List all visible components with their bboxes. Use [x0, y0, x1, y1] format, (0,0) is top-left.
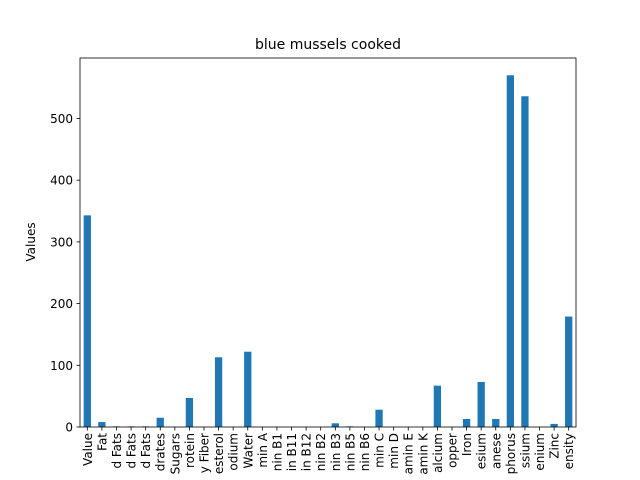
- x-tick-label: Water: [241, 433, 255, 469]
- bar: [331, 423, 339, 427]
- x-tick-label: nin B1: [270, 433, 284, 471]
- bar: [521, 96, 529, 427]
- x-tick-label: nin B6: [358, 433, 372, 471]
- x-tick-label: ensity: [562, 433, 576, 469]
- x-axis-ticks: Value Fat d Fats d Fats d Fats drates Sugars ro…: [81, 427, 576, 475]
- bar: [244, 351, 252, 427]
- x-tick-label: phorus: [504, 433, 518, 474]
- x-tick-label: nin B3: [329, 433, 343, 471]
- x-tick-label: nin B5: [343, 433, 357, 471]
- bar-series: [83, 75, 573, 427]
- x-tick-label: odium: [227, 433, 241, 471]
- bar: [565, 316, 573, 427]
- y-tick-label: 0: [65, 421, 73, 435]
- y-axis-ticks: 0 100 200 300 400 500: [50, 112, 80, 435]
- bar: [477, 381, 485, 427]
- x-tick-label: amin E: [402, 433, 416, 474]
- x-tick-label: opper: [446, 433, 460, 468]
- x-tick-label: esium: [475, 433, 489, 469]
- x-tick-label: esterol: [212, 433, 226, 474]
- x-tick-label: min C: [373, 433, 387, 468]
- x-tick-label: Fat: [95, 433, 109, 451]
- x-tick-label: nin B2: [314, 433, 328, 471]
- chart-title: blue mussels cooked: [255, 37, 401, 53]
- bar: [156, 417, 164, 427]
- y-tick-label: 500: [50, 112, 73, 126]
- x-tick-label: in B11: [285, 433, 299, 471]
- x-tick-label: anese: [489, 433, 503, 469]
- x-tick-label: Zinc: [548, 433, 562, 459]
- bar: [214, 357, 223, 427]
- bar: [492, 418, 500, 427]
- x-tick-label: min A: [256, 432, 270, 467]
- x-tick-label: amin K: [416, 432, 430, 475]
- x-tick-label: ssium: [518, 433, 532, 468]
- x-tick-label: Value: [81, 433, 95, 466]
- y-axis-label: Values: [24, 222, 38, 261]
- x-tick-label: Sugars: [168, 433, 182, 474]
- x-tick-label: in B12: [300, 433, 314, 471]
- bar: [462, 418, 471, 427]
- x-tick-label: enium: [533, 433, 547, 471]
- bar: [550, 423, 558, 427]
- bar: [375, 409, 383, 427]
- x-tick-label: Iron: [460, 433, 474, 456]
- x-tick-label: y Fiber: [198, 433, 212, 473]
- y-tick-label: 300: [50, 235, 73, 249]
- x-tick-label: rotein: [183, 433, 197, 468]
- bar: [98, 422, 106, 427]
- x-tick-label: d Fats: [125, 433, 139, 469]
- bar: [83, 215, 91, 427]
- x-tick-label: drates: [154, 433, 168, 471]
- x-tick-label: min D: [387, 433, 401, 469]
- bar: [506, 75, 514, 427]
- plot-frame: [79, 57, 577, 428]
- y-tick-label: 200: [50, 297, 73, 311]
- bar: [433, 385, 442, 427]
- y-tick-label: 100: [50, 359, 73, 373]
- bar: [185, 398, 194, 427]
- x-tick-label: alcium: [431, 433, 445, 473]
- y-tick-label: 400: [50, 174, 73, 188]
- x-tick-label: d Fats: [110, 433, 124, 469]
- x-tick-label: d Fats: [139, 433, 153, 469]
